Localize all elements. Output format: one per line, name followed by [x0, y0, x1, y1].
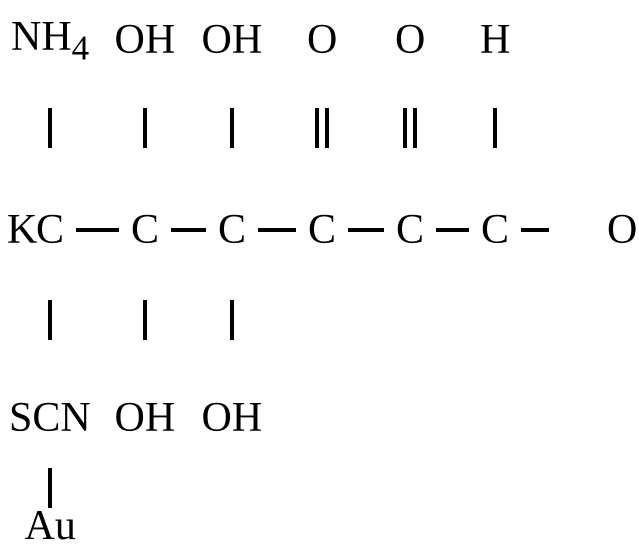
- bottom-group-1: OH: [115, 394, 176, 442]
- backbone-bond-6: [521, 228, 549, 232]
- backbone-atom-3: C: [308, 206, 336, 254]
- bottom-bond-0: [48, 300, 52, 340]
- right-atom: O: [607, 206, 637, 254]
- backbone-atom-2: C: [218, 206, 246, 254]
- top-group-2: OH: [202, 16, 263, 64]
- backbone-bond-2: [171, 228, 206, 232]
- backbone-bond-4: [348, 228, 384, 232]
- backbone-atom-4: C: [396, 206, 424, 254]
- top-bond-4: [403, 108, 407, 148]
- top-bond-1: [143, 108, 147, 148]
- top-group-3: O: [307, 16, 337, 64]
- backbone-atom-1: C: [131, 206, 159, 254]
- top-group-1: OH: [115, 16, 176, 64]
- bottom-bond-2: [230, 300, 234, 340]
- top-group-4: O: [395, 16, 425, 64]
- top-bond-3: [325, 108, 329, 148]
- bottom-group-0: SCN: [9, 394, 91, 442]
- top-bond-0: [48, 108, 52, 148]
- top-group-0: NH4: [11, 13, 89, 68]
- top-bond-3: [315, 108, 319, 148]
- backbone-atom-5: C: [481, 206, 509, 254]
- backbone-bond-1: [76, 228, 119, 232]
- top-bond-4: [413, 108, 417, 148]
- au-atom: Au: [25, 502, 76, 550]
- top-group-5: H: [480, 16, 510, 64]
- top-bond-5: [493, 108, 497, 148]
- bottom-group-2: OH: [202, 394, 263, 442]
- backbone-atom-0: C: [36, 206, 64, 254]
- backbone-bond-3: [258, 228, 296, 232]
- left-atom: K: [7, 206, 37, 254]
- bottom-bond-1: [143, 300, 147, 340]
- backbone-bond-5: [436, 228, 469, 232]
- top-bond-2: [230, 108, 234, 148]
